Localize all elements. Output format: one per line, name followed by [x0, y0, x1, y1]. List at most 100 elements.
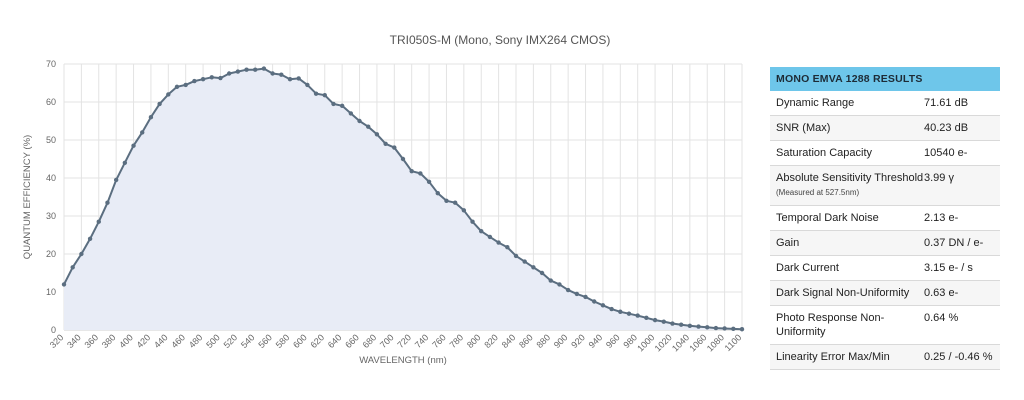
data-point: [348, 111, 354, 116]
x-tick-labels: 320 340 360 380 400 420 440 460 480 500 520 540 560 5…: [48, 332, 744, 353]
x-tick-label: 860: [517, 332, 535, 350]
data-point: [505, 244, 510, 250]
data-point: [392, 145, 397, 150]
data-point: [209, 75, 214, 80]
point-layer: [61, 66, 745, 332]
results-row-value: 3.99 γ: [924, 172, 954, 184]
x-tick-label: 460: [169, 332, 187, 350]
results-row-value: 3.15 e- / s: [924, 262, 973, 274]
data-point: [713, 325, 719, 331]
data-point: [253, 67, 258, 72]
data-point: [218, 75, 223, 81]
results-body: Dynamic Range 71.61 dB SNR (Max) 40.23 dB Sa…: [770, 91, 1000, 370]
data-point: [192, 78, 197, 84]
data-point: [479, 229, 484, 234]
results-row-label-text: Dark Signal Non-Uniformity: [776, 287, 910, 299]
data-point: [366, 124, 371, 129]
data-point: [226, 71, 232, 76]
x-tick-label: 900: [552, 332, 570, 350]
x-tick-label: 940: [587, 332, 605, 350]
results-row-label: Temporal Dark Noise: [776, 211, 924, 225]
x-tick-label: 800: [465, 332, 483, 350]
results-header: MONO EMVA 1288 RESULTS: [770, 67, 1000, 91]
data-point: [644, 315, 649, 321]
data-point: [183, 82, 188, 88]
y-tick-label: 0: [51, 325, 56, 335]
results-row-label: Dynamic Range: [776, 96, 924, 110]
data-point: [166, 92, 171, 97]
data-point: [678, 322, 684, 327]
x-tick-label: 560: [256, 332, 274, 350]
data-point: [565, 287, 571, 293]
results-row-value: 0.25 / -0.46 %: [924, 351, 993, 363]
y-tick-label: 20: [46, 249, 56, 259]
data-point: [418, 171, 423, 176]
x-tick-label: 1000: [635, 332, 656, 353]
results-row-label: Saturation Capacity: [776, 146, 924, 160]
data-point: [522, 259, 527, 264]
results-row-label-text: SNR (Max): [776, 122, 831, 134]
x-tick-label: 640: [326, 332, 344, 350]
data-point: [296, 76, 301, 81]
data-point: [122, 160, 128, 165]
data-point: [174, 84, 180, 90]
data-point: [618, 309, 623, 314]
data-point: [313, 91, 319, 96]
data-point: [305, 82, 310, 88]
data-point: [105, 200, 110, 205]
data-point: [435, 191, 440, 196]
x-axis-title: WAVELENGTH (nm): [359, 355, 447, 366]
data-point: [374, 132, 380, 137]
data-point: [322, 92, 327, 98]
data-point: [383, 141, 388, 146]
data-point: [140, 130, 145, 135]
data-point: [731, 326, 736, 332]
x-tick-label: 1100: [723, 332, 744, 353]
data-point: [261, 66, 267, 71]
x-tick-label: 1060: [687, 332, 708, 353]
data-point: [148, 115, 154, 120]
data-point: [574, 291, 580, 297]
x-tick-label: 720: [395, 332, 413, 350]
results-row-label: Absolute Sensitivity Threshold (Measured…: [776, 171, 924, 200]
x-tick-label: 840: [500, 332, 518, 350]
data-point: [739, 327, 745, 332]
results-table: MONO EMVA 1288 RESULTS Dynamic Range 71.6…: [770, 67, 1000, 370]
x-tick-label: 1080: [705, 332, 726, 353]
results-row: Linearity Error Max/Min 0.25 / -0.46 %: [770, 345, 1000, 370]
x-tick-label: 420: [135, 332, 153, 350]
results-row-value: 0.64 %: [924, 312, 959, 324]
data-point: [652, 317, 658, 323]
y-tick-label: 70: [46, 59, 56, 69]
y-tick-label: 60: [46, 97, 56, 107]
results-row-label: Photo Response Non-Uniformity: [776, 311, 924, 339]
results-row: Absolute Sensitivity Threshold (Measured…: [770, 166, 1000, 206]
x-tick-label: 680: [361, 332, 379, 350]
data-point: [400, 156, 406, 162]
x-tick-label: 540: [239, 332, 257, 350]
data-point: [200, 77, 206, 82]
x-tick-label: 760: [430, 332, 448, 350]
results-row: Saturation Capacity 10540 e-: [770, 141, 1000, 166]
x-tick-label: 400: [117, 332, 135, 350]
data-point: [513, 253, 519, 259]
x-tick-label: 740: [413, 332, 431, 350]
data-point: [722, 326, 727, 331]
data-point: [557, 282, 562, 287]
chart-title: TRI050S-M (Mono, Sony IMX264 CMOS): [389, 33, 611, 47]
results-row: Dark Current 3.15 e- / s: [770, 256, 1000, 281]
data-point: [696, 324, 701, 329]
data-point: [70, 265, 75, 270]
data-point: [452, 200, 458, 205]
results-row-label-note: (Measured at 527.5nm): [776, 188, 860, 197]
data-point: [661, 319, 666, 324]
results-row-label: Gain: [776, 236, 924, 250]
area-layer: [64, 68, 742, 330]
data-point: [331, 101, 336, 107]
data-point: [270, 71, 275, 76]
x-tick-label: 440: [152, 332, 170, 350]
x-tick-label: 500: [204, 332, 222, 350]
results-row-value: 71.61 dB: [924, 97, 969, 109]
x-tick-label: 960: [604, 332, 622, 350]
